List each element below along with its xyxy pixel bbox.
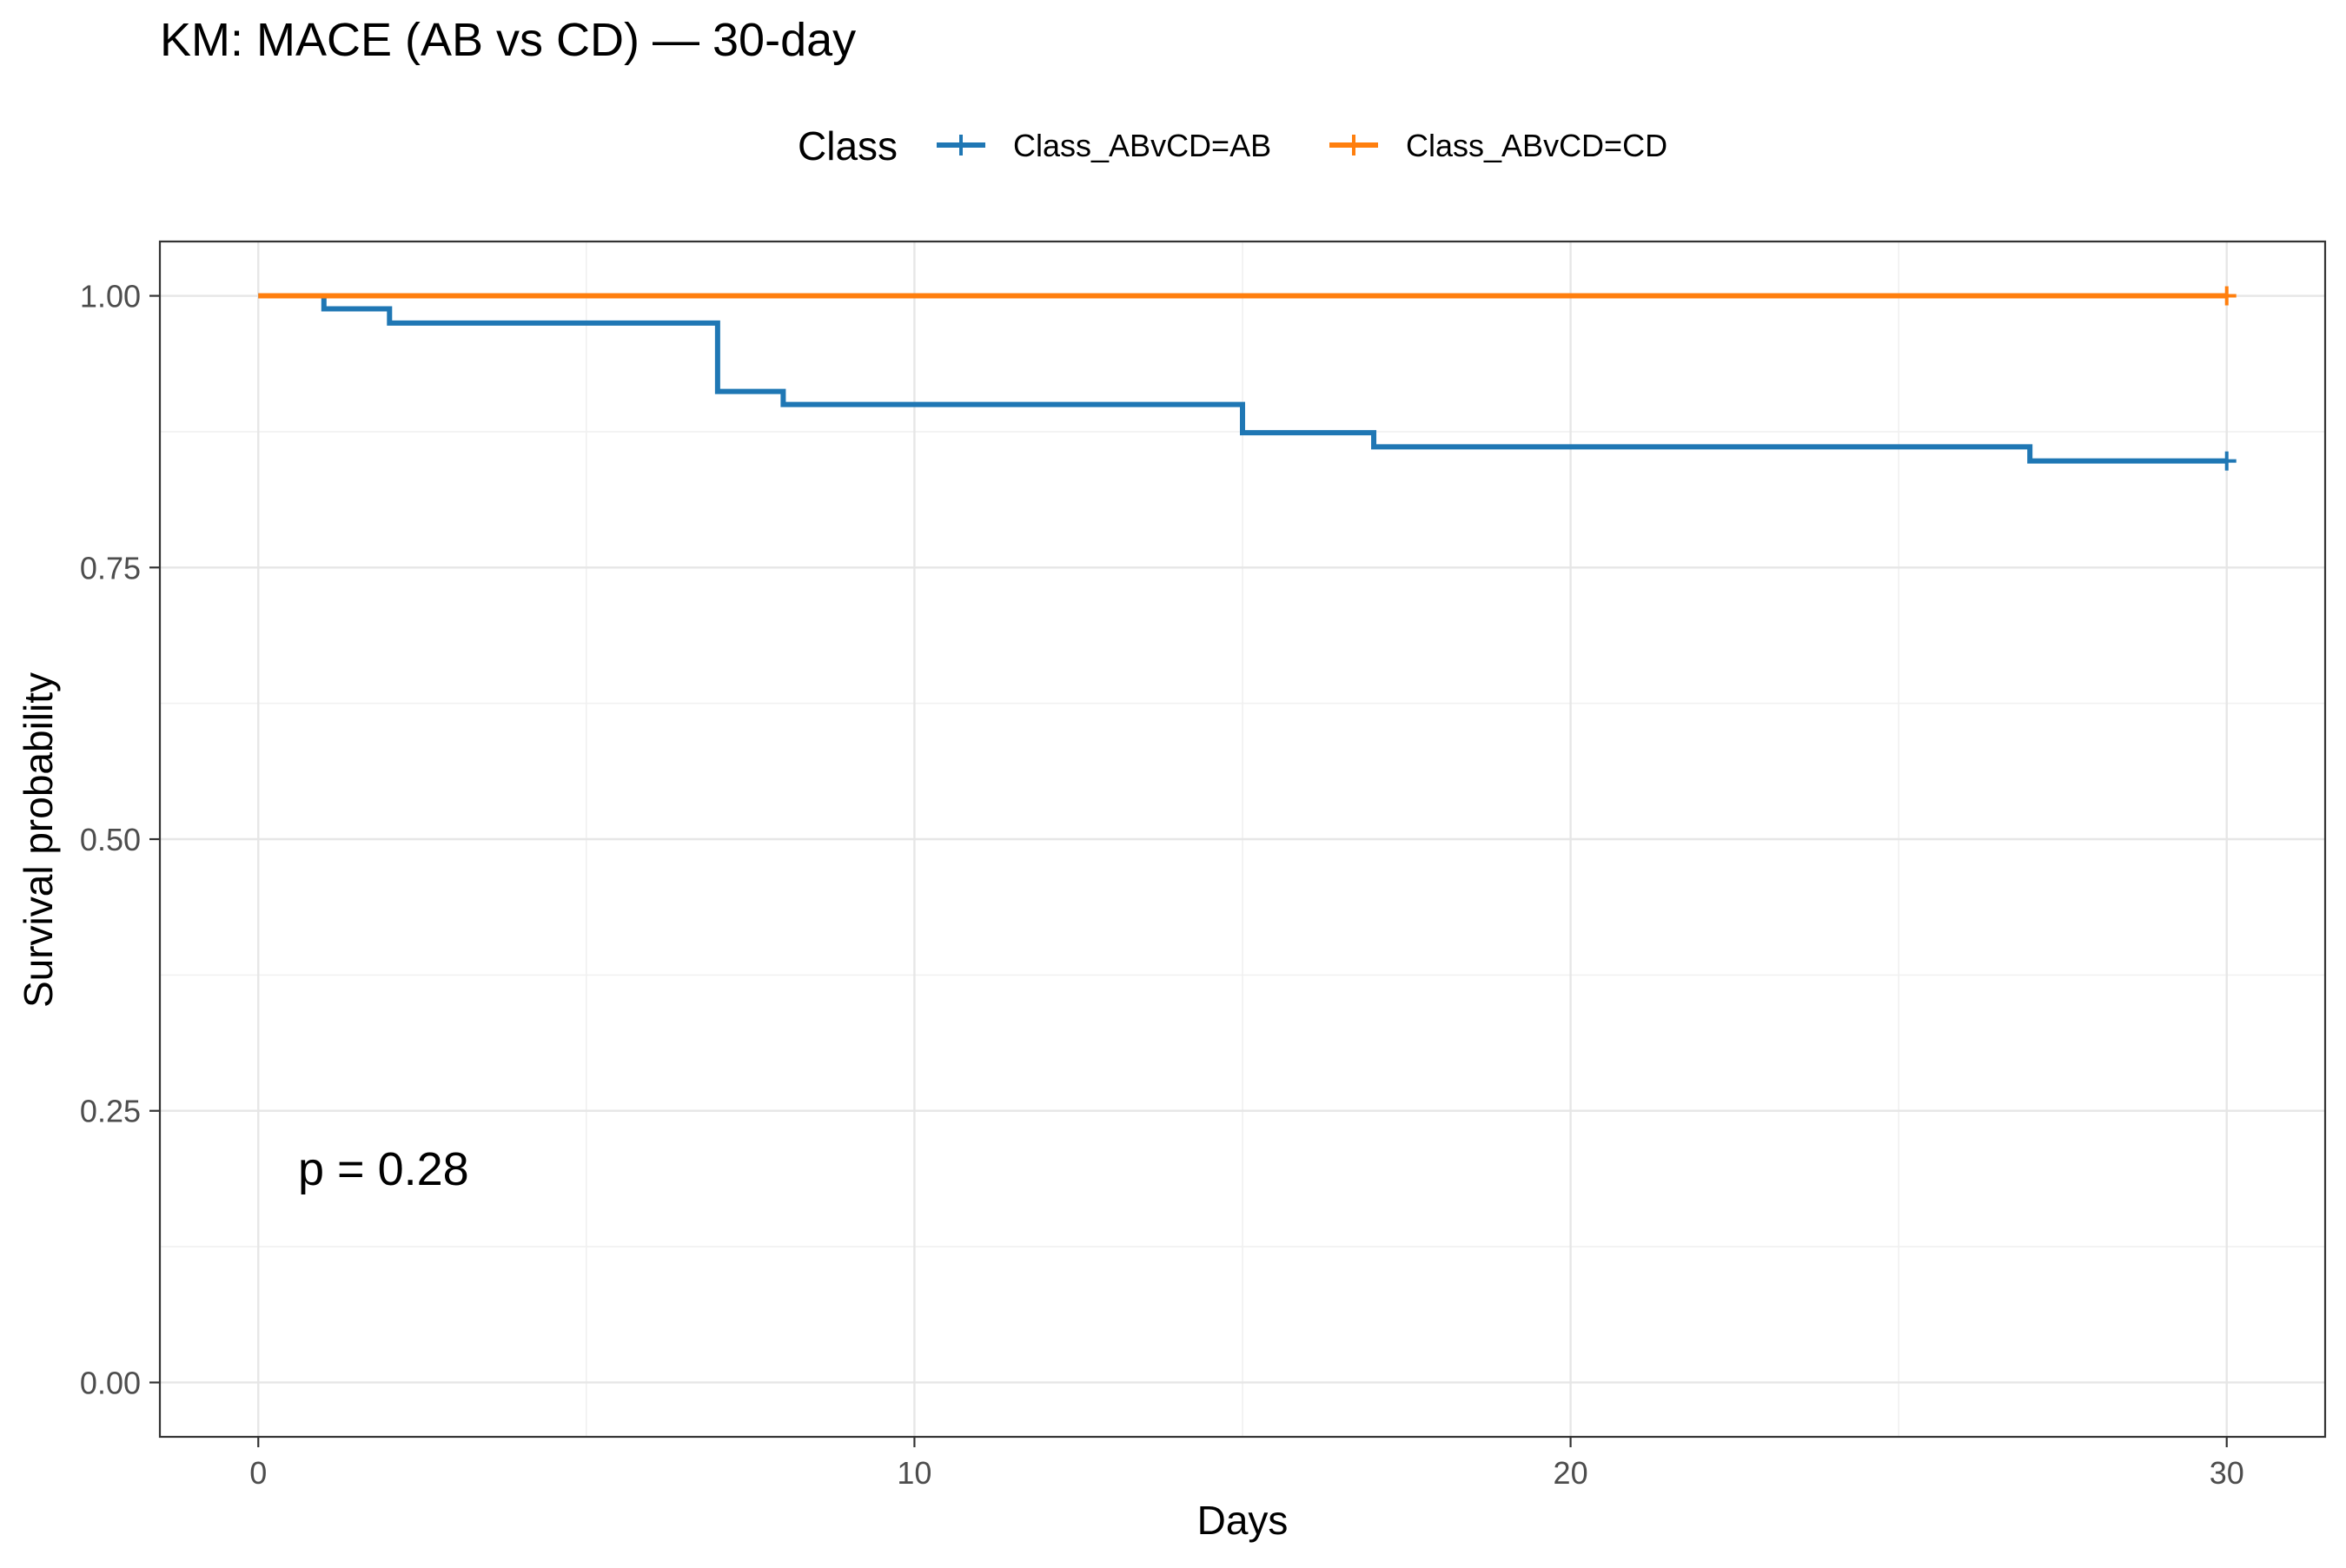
censor-mark [2217,286,2237,306]
legend-title: Class [798,123,898,169]
series-layer [258,286,2237,471]
y-tick-label: 0.25 [80,1094,141,1129]
x-tick-label: 0 [249,1455,267,1491]
y-axis-label: Survival probability [16,672,61,1008]
y-tick-label: 0.00 [80,1365,141,1400]
y-tick-label: 1.00 [80,279,141,314]
x-axis: 0 10 20 30 [249,1437,2244,1491]
legend: Class Class_ABvCD=AB Class_ABvCD=CD [798,123,1667,169]
censor-mark [2217,451,2237,471]
x-tick-label: 20 [1554,1455,1588,1491]
x-tick-label: 30 [2210,1455,2244,1491]
legend-entry: Class_ABvCD=CD [1329,128,1667,163]
p-value-annotation: p = 0.28 [298,1143,469,1195]
legend-entry-label: Class_ABvCD=CD [1406,128,1667,163]
y-tick-label: 0.75 [80,550,141,586]
plot-grid [160,241,2325,1437]
y-axis: 0.00 0.25 0.50 0.75 1.00 [80,279,160,1400]
series-line-0 [258,293,2227,464]
chart-title: KM: MACE (AB vs CD) — 30-day [160,14,856,66]
x-axis-label: Days [1197,1498,1289,1543]
x-tick-label: 10 [897,1455,931,1491]
y-tick-label: 0.50 [80,822,141,857]
legend-entry-label: Class_ABvCD=AB [1013,128,1271,163]
legend-entry: Class_ABvCD=AB [937,128,1271,163]
